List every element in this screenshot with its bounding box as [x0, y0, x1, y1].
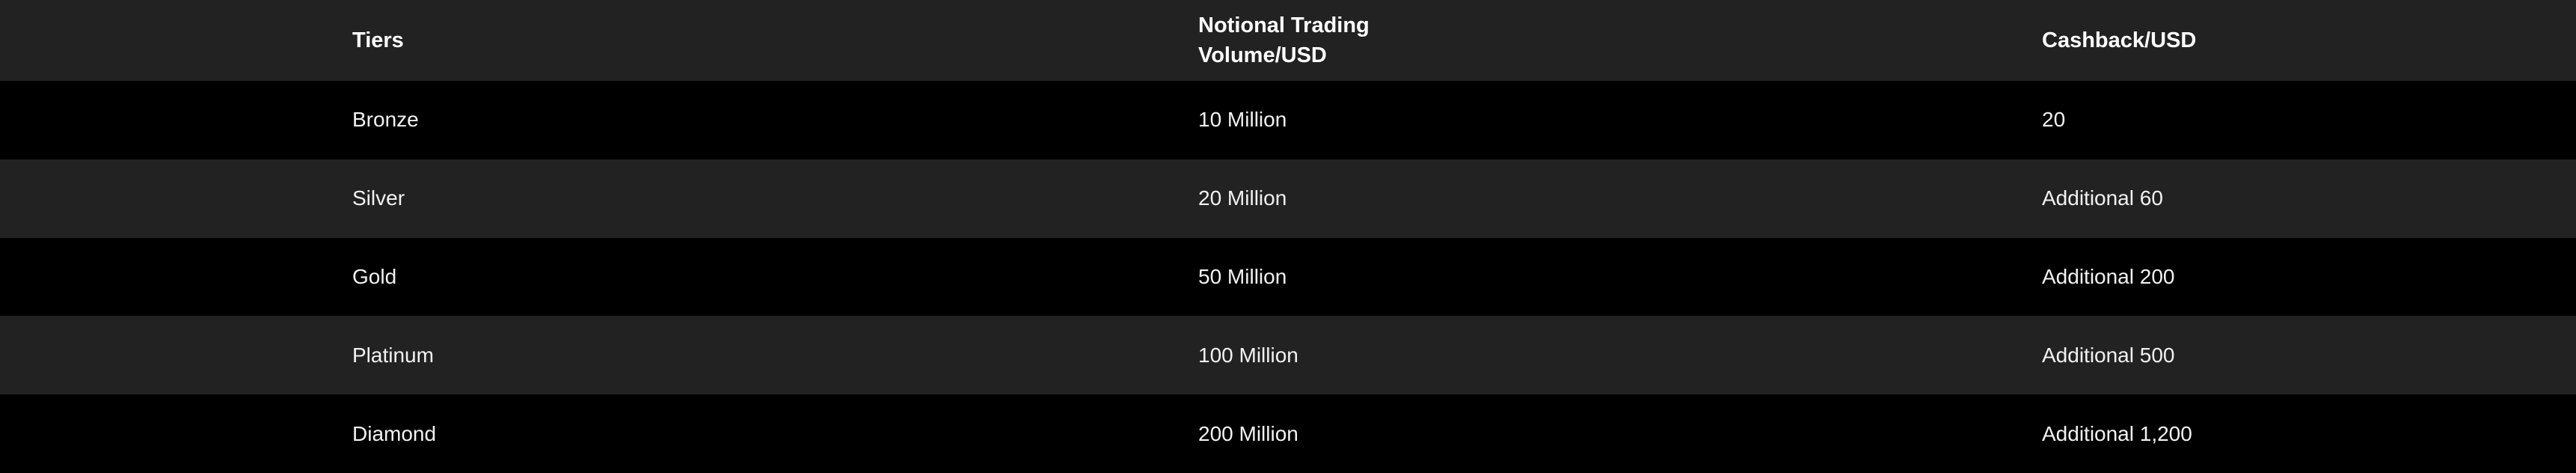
cashback-cell: 20	[2042, 81, 2576, 159]
volume-cell: 200 Million	[1198, 394, 2042, 473]
header-notional-volume: Notional Trading Volume/USD	[1198, 0, 2042, 81]
table-row: Gold 50 Million Additional 200	[0, 237, 2576, 317]
tier-cell: Bronze	[0, 81, 1198, 159]
cashback-cell: Additional 200	[2042, 237, 2576, 317]
volume-cell: 50 Million	[1198, 237, 2042, 317]
volume-cell: 20 Million	[1198, 159, 2042, 238]
cashback-cell: Additional 500	[2042, 316, 2576, 395]
header-line: Volume/USD	[1198, 43, 1327, 67]
header-tiers: Tiers	[0, 0, 1198, 81]
table-row: Platinum 100 Million Additional 500	[0, 316, 2576, 395]
tier-cell: Gold	[0, 237, 1198, 317]
table-row: Bronze 10 Million 20	[0, 81, 2576, 159]
tier-cell: Silver	[0, 159, 1198, 238]
table-row: Diamond 200 Million Additional 1,200	[0, 394, 2576, 473]
tier-cell: Diamond	[0, 394, 1198, 473]
table-header-row: Tiers Notional Trading Volume/USD Cashbac…	[0, 0, 2576, 81]
table-row: Silver 20 Million Additional 60	[0, 159, 2576, 238]
tier-cell: Platinum	[0, 316, 1198, 395]
header-line: Notional Trading	[1198, 13, 1370, 37]
cashback-cell: Additional 1,200	[2042, 394, 2576, 473]
header-cashback: Cashback/USD	[2042, 0, 2576, 81]
volume-cell: 100 Million	[1198, 316, 2042, 395]
cashback-cell: Additional 60	[2042, 159, 2576, 238]
volume-cell: 10 Million	[1198, 81, 2042, 159]
